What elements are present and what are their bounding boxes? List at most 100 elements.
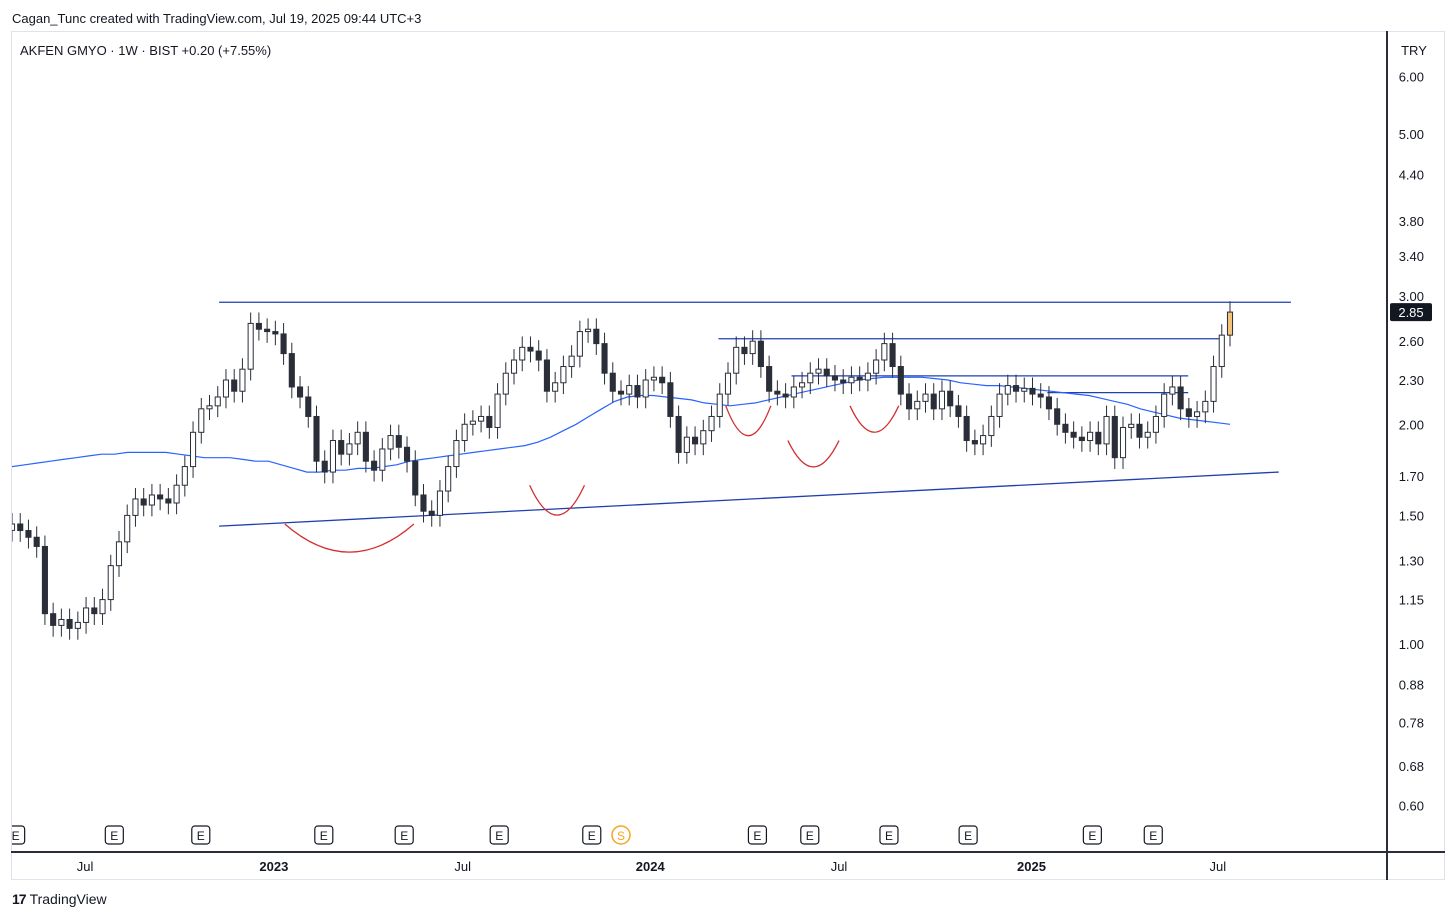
candle[interactable] bbox=[757, 340, 764, 368]
earnings-marker[interactable] bbox=[800, 825, 820, 845]
candle[interactable] bbox=[905, 393, 913, 410]
tradingview-logo[interactable]: 17 TradingView bbox=[12, 891, 107, 907]
candle[interactable] bbox=[173, 484, 180, 504]
candle[interactable] bbox=[519, 346, 526, 361]
candle[interactable] bbox=[593, 328, 600, 345]
candle[interactable] bbox=[264, 328, 271, 333]
candle[interactable] bbox=[66, 618, 73, 629]
candle[interactable] bbox=[502, 372, 509, 395]
candle[interactable] bbox=[914, 400, 921, 410]
candle[interactable] bbox=[338, 440, 345, 455]
candle[interactable] bbox=[741, 346, 748, 355]
candle[interactable] bbox=[980, 435, 987, 445]
candle[interactable] bbox=[527, 346, 534, 352]
candle[interactable] bbox=[1119, 426, 1127, 459]
earnings-marker[interactable] bbox=[489, 825, 509, 845]
candle[interactable] bbox=[971, 440, 978, 445]
candle[interactable] bbox=[403, 446, 411, 462]
candle[interactable] bbox=[1012, 385, 1020, 392]
candle[interactable] bbox=[50, 613, 57, 626]
earnings-marker[interactable] bbox=[958, 825, 978, 845]
candle[interactable] bbox=[58, 618, 65, 626]
candle[interactable] bbox=[609, 372, 616, 392]
candle[interactable] bbox=[362, 431, 369, 462]
candle[interactable] bbox=[272, 331, 279, 335]
candle[interactable] bbox=[1037, 393, 1044, 398]
candle[interactable] bbox=[239, 368, 246, 392]
candle[interactable] bbox=[214, 396, 221, 407]
candle[interactable] bbox=[1087, 431, 1094, 442]
candle[interactable] bbox=[486, 415, 493, 428]
pattern-arc[interactable] bbox=[787, 440, 840, 468]
candle[interactable] bbox=[889, 343, 896, 368]
candle[interactable] bbox=[148, 494, 155, 506]
candle[interactable] bbox=[305, 396, 312, 417]
candle[interactable] bbox=[1021, 387, 1028, 392]
candle[interactable] bbox=[790, 386, 797, 398]
candle[interactable] bbox=[1054, 408, 1061, 425]
candle[interactable] bbox=[1177, 386, 1184, 410]
earnings-marker[interactable] bbox=[1143, 825, 1163, 845]
candle[interactable] bbox=[955, 405, 962, 417]
candle[interactable] bbox=[815, 368, 822, 374]
pattern-arc[interactable] bbox=[284, 523, 415, 553]
split-marker[interactable] bbox=[611, 825, 631, 845]
candle[interactable] bbox=[1070, 431, 1077, 438]
earnings-marker[interactable] bbox=[104, 825, 124, 845]
candle[interactable] bbox=[716, 393, 723, 417]
candle[interactable] bbox=[445, 466, 452, 492]
candle[interactable] bbox=[436, 490, 443, 516]
candle[interactable] bbox=[831, 375, 839, 381]
candle[interactable] bbox=[1202, 400, 1209, 413]
earnings-marker[interactable] bbox=[582, 825, 602, 845]
symbol-legend[interactable]: AKFEN GMYO · 1W · BIST +0.20 (+7.55%) bbox=[20, 43, 272, 58]
candle[interactable] bbox=[255, 322, 262, 330]
candle[interactable] bbox=[9, 523, 16, 531]
candle[interactable] bbox=[313, 415, 320, 462]
candle[interactable] bbox=[576, 331, 583, 357]
candle[interactable] bbox=[33, 536, 40, 547]
candle[interactable] bbox=[107, 565, 114, 601]
candle[interactable] bbox=[1103, 415, 1110, 445]
candle[interactable] bbox=[840, 379, 847, 384]
candle[interactable] bbox=[99, 599, 106, 615]
candle[interactable] bbox=[700, 430, 707, 445]
candle[interactable] bbox=[642, 379, 649, 398]
candle[interactable] bbox=[321, 460, 328, 473]
candle[interactable] bbox=[140, 498, 147, 506]
candle[interactable] bbox=[675, 415, 682, 453]
candles[interactable] bbox=[9, 301, 1234, 640]
candle[interactable] bbox=[1136, 423, 1143, 438]
candle[interactable] bbox=[667, 382, 674, 417]
candle[interactable] bbox=[1004, 385, 1011, 395]
candle[interactable] bbox=[922, 393, 929, 402]
earnings-marker[interactable] bbox=[747, 825, 768, 845]
candle[interactable] bbox=[412, 460, 419, 496]
candle[interactable] bbox=[568, 355, 575, 368]
earnings-marker[interactable] bbox=[314, 825, 334, 845]
candle[interactable] bbox=[157, 494, 164, 500]
candle[interactable] bbox=[132, 498, 139, 516]
candle[interactable] bbox=[938, 390, 946, 410]
pattern-arc[interactable] bbox=[529, 484, 586, 516]
candle[interactable] bbox=[601, 343, 608, 374]
candle[interactable] bbox=[379, 448, 386, 471]
candle[interactable] bbox=[823, 368, 830, 377]
candle[interactable] bbox=[659, 376, 666, 384]
earnings-marker[interactable] bbox=[191, 825, 211, 845]
candle[interactable] bbox=[371, 460, 378, 471]
candle[interactable] bbox=[469, 420, 476, 425]
candle[interactable] bbox=[552, 382, 559, 392]
candle[interactable] bbox=[650, 376, 657, 381]
candle[interactable] bbox=[683, 436, 690, 453]
candle[interactable] bbox=[1095, 431, 1102, 445]
support-trendline[interactable] bbox=[219, 471, 1279, 527]
candle[interactable] bbox=[420, 494, 427, 512]
candle[interactable] bbox=[897, 366, 904, 395]
candle[interactable] bbox=[1111, 415, 1118, 459]
candle[interactable] bbox=[1062, 423, 1069, 433]
candle[interactable] bbox=[494, 393, 501, 428]
